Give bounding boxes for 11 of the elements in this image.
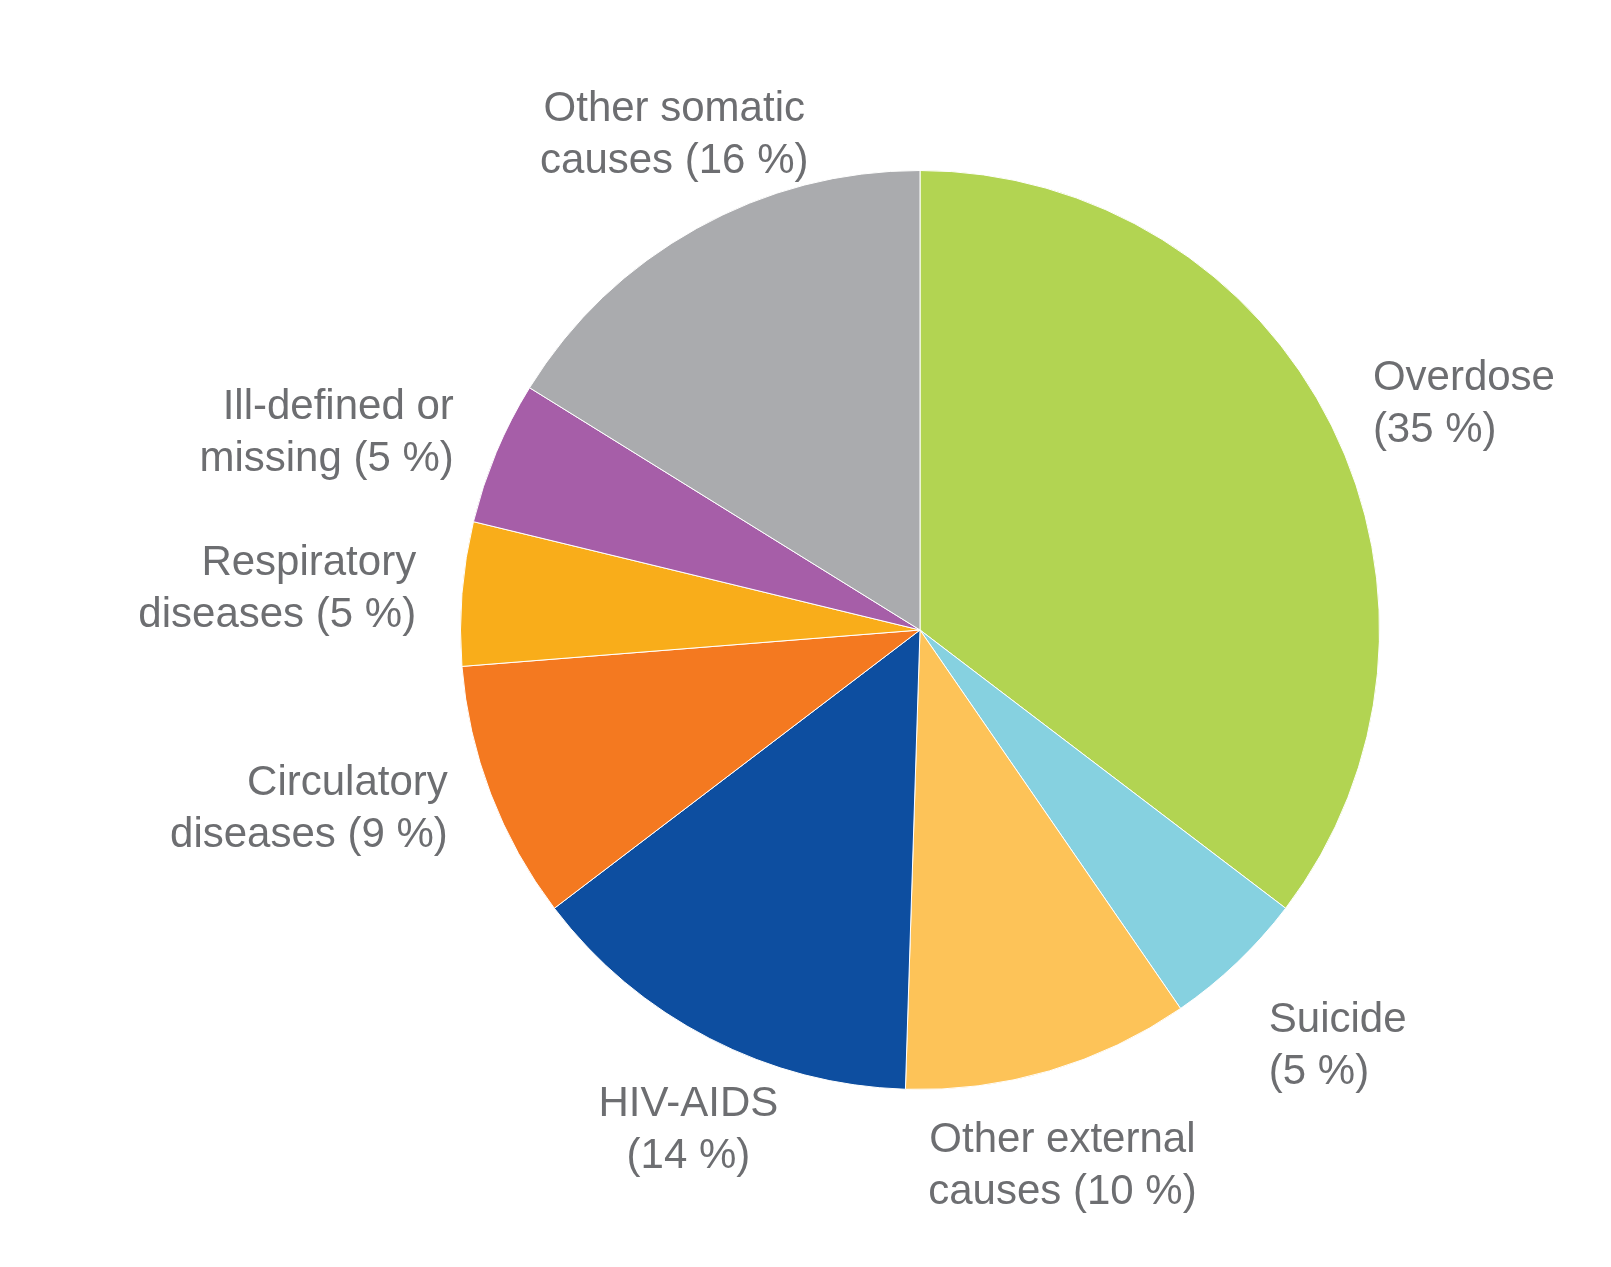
slice-label: Other somatic causes (16 %) bbox=[540, 82, 809, 182]
slice-label: HIV-AIDS bbox=[598, 1077, 779, 1125]
data-label: (5 %) bbox=[1268, 1046, 1370, 1094]
slice-label: Respiratory diseases (5 %) bbox=[138, 536, 417, 636]
slice-label: Other external causes (10 %) bbox=[928, 1113, 1197, 1213]
slice-label: Circulatory diseases (9 %) bbox=[170, 756, 448, 856]
slice-label: Suicide bbox=[1268, 994, 1407, 1042]
slice-label: Overdose bbox=[1372, 352, 1555, 400]
data-label: (14 %) bbox=[626, 1129, 751, 1177]
slice-label: Ill-defined or missing (5 %) bbox=[199, 381, 454, 481]
data-label: (35 %) bbox=[1372, 404, 1497, 452]
